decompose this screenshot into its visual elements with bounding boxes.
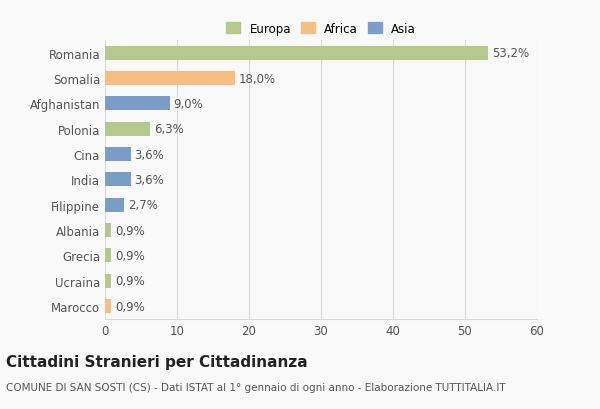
- Text: 3,6%: 3,6%: [134, 148, 164, 161]
- Text: Cittadini Stranieri per Cittadinanza: Cittadini Stranieri per Cittadinanza: [6, 354, 308, 369]
- Bar: [105, 97, 170, 111]
- Bar: [105, 148, 131, 162]
- Text: 6,3%: 6,3%: [154, 123, 184, 136]
- Text: 0,9%: 0,9%: [115, 224, 145, 237]
- Text: 18,0%: 18,0%: [238, 72, 275, 85]
- Text: 9,0%: 9,0%: [173, 98, 203, 110]
- Text: 3,6%: 3,6%: [134, 173, 164, 187]
- Text: 2,7%: 2,7%: [128, 199, 158, 212]
- Bar: [105, 198, 124, 212]
- Text: COMUNE DI SAN SOSTI (CS) - Dati ISTAT al 1° gennaio di ogni anno - Elaborazione : COMUNE DI SAN SOSTI (CS) - Dati ISTAT al…: [6, 382, 506, 392]
- Bar: [105, 47, 488, 61]
- Bar: [105, 173, 131, 187]
- Text: 0,9%: 0,9%: [115, 274, 145, 288]
- Bar: [105, 72, 235, 86]
- Bar: [105, 249, 112, 263]
- Text: 0,9%: 0,9%: [115, 249, 145, 262]
- Text: 0,9%: 0,9%: [115, 300, 145, 313]
- Bar: [105, 274, 112, 288]
- Bar: [105, 299, 112, 313]
- Bar: [105, 224, 112, 238]
- Text: 53,2%: 53,2%: [491, 47, 529, 60]
- Legend: Europa, Africa, Asia: Europa, Africa, Asia: [223, 19, 419, 39]
- Bar: [105, 122, 151, 136]
